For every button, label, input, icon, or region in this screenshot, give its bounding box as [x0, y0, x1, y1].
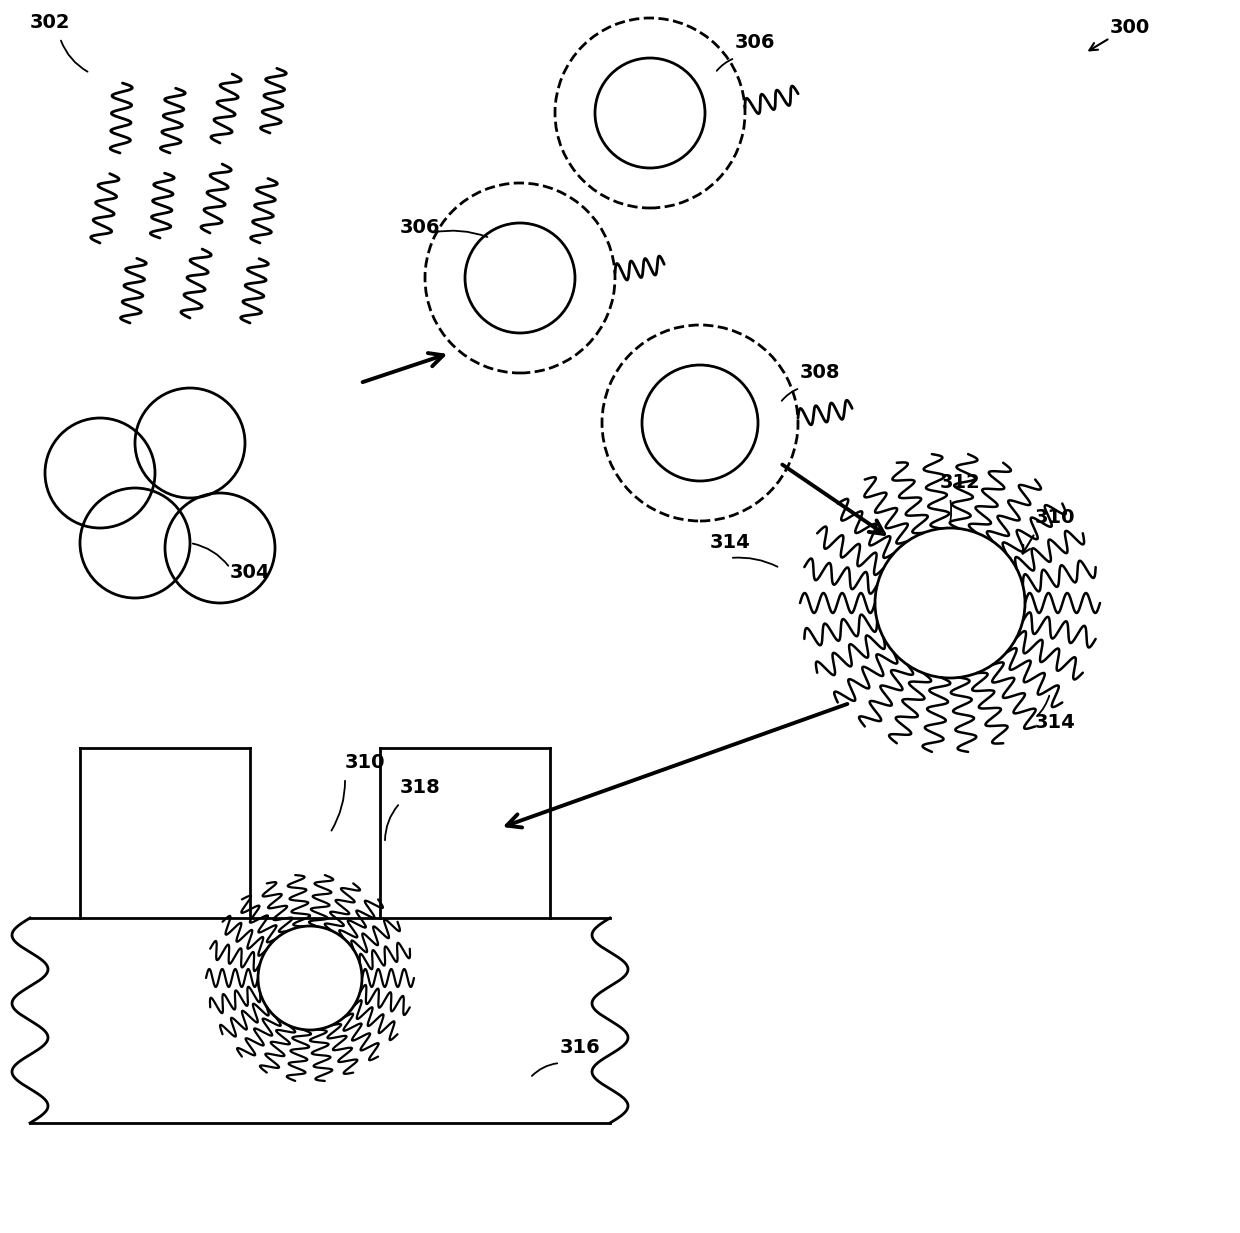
Text: 306: 306 [401, 218, 440, 237]
Text: 300: 300 [1110, 18, 1151, 37]
Text: 314: 314 [1035, 713, 1076, 732]
Text: 304: 304 [229, 563, 270, 582]
Text: 302: 302 [30, 14, 71, 32]
Text: 310: 310 [1035, 508, 1075, 526]
Circle shape [875, 528, 1025, 678]
Text: 306: 306 [735, 33, 775, 52]
Text: 308: 308 [800, 363, 841, 382]
Text: 316: 316 [560, 1038, 600, 1057]
Text: 318: 318 [401, 778, 440, 797]
Text: 314: 314 [711, 533, 750, 552]
Text: 312: 312 [940, 473, 981, 492]
Text: 310: 310 [345, 753, 386, 772]
Circle shape [258, 926, 362, 1030]
